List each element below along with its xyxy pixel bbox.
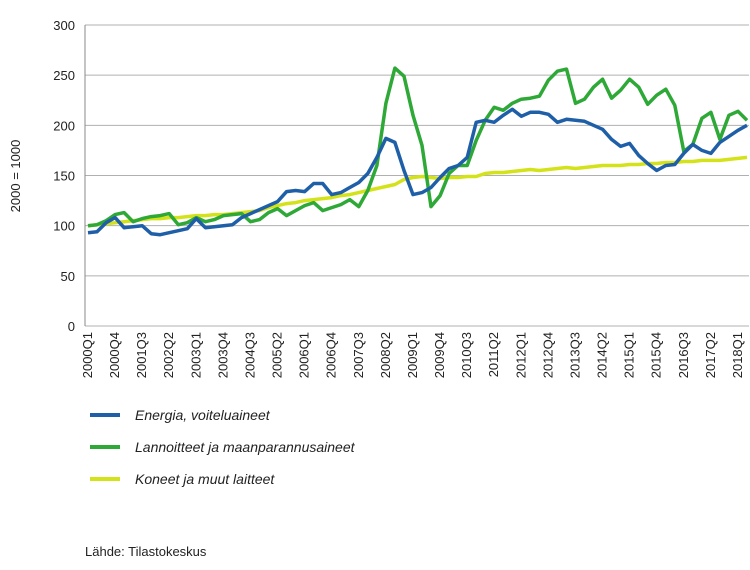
x-tick-label: 2000Q4 (107, 332, 122, 378)
x-tick-label: 2006Q1 (297, 332, 312, 378)
x-tick-label: 2016Q3 (676, 332, 691, 378)
x-tick-label: 2015Q1 (622, 332, 637, 378)
x-tick-label: 2011Q2 (486, 332, 501, 377)
x-tick-label: 2003Q1 (188, 332, 203, 378)
y-tick-label: 50 (61, 269, 75, 284)
x-tick-label: 2013Q3 (567, 332, 582, 378)
y-axis-label: 2000 = 1000 (8, 140, 23, 213)
x-tick-label: 2008Q2 (378, 332, 393, 378)
x-tick-label: 2003Q4 (215, 332, 230, 378)
y-tick-label: 100 (53, 219, 75, 234)
series-line (87, 66, 749, 228)
series-line (87, 155, 748, 228)
y-tick-label: 0 (68, 319, 75, 334)
legend-label: Koneet ja muut laitteet (135, 471, 275, 487)
x-tick-label: 2004Q3 (242, 332, 257, 378)
legend-label: Energia, voiteluaineet (135, 407, 271, 423)
x-tick-label: 2012Q1 (513, 332, 528, 378)
series-line (87, 107, 748, 237)
x-tick-label: 2005Q2 (270, 332, 285, 378)
x-tick-label: 2006Q4 (324, 332, 339, 378)
x-tick-label: 2001Q3 (134, 332, 149, 378)
y-tick-label: 300 (53, 18, 75, 33)
x-tick-label: 2018Q1 (730, 332, 745, 378)
x-tick-label: 2010Q3 (459, 332, 474, 378)
x-tick-label: 2012Q4 (540, 332, 555, 378)
y-tick-label: 200 (53, 118, 75, 133)
x-tick-label: 2009Q1 (405, 332, 420, 378)
y-tick-label: 250 (53, 68, 75, 83)
legend-label: Lannoitteet ja maanparannusaineet (135, 439, 356, 455)
x-tick-label: 2002Q2 (161, 332, 176, 378)
x-tick-label: 2009Q4 (432, 332, 447, 378)
x-tick-label: 2014Q2 (595, 332, 610, 378)
y-tick-label: 150 (53, 169, 75, 184)
x-tick-label: 2015Q4 (649, 332, 664, 378)
x-tick-label: 2017Q2 (703, 332, 718, 378)
x-tick-label: 2000Q1 (80, 332, 95, 378)
source: Lähde: Tilastokeskus (85, 544, 207, 559)
x-tick-label: 2007Q3 (351, 332, 366, 378)
